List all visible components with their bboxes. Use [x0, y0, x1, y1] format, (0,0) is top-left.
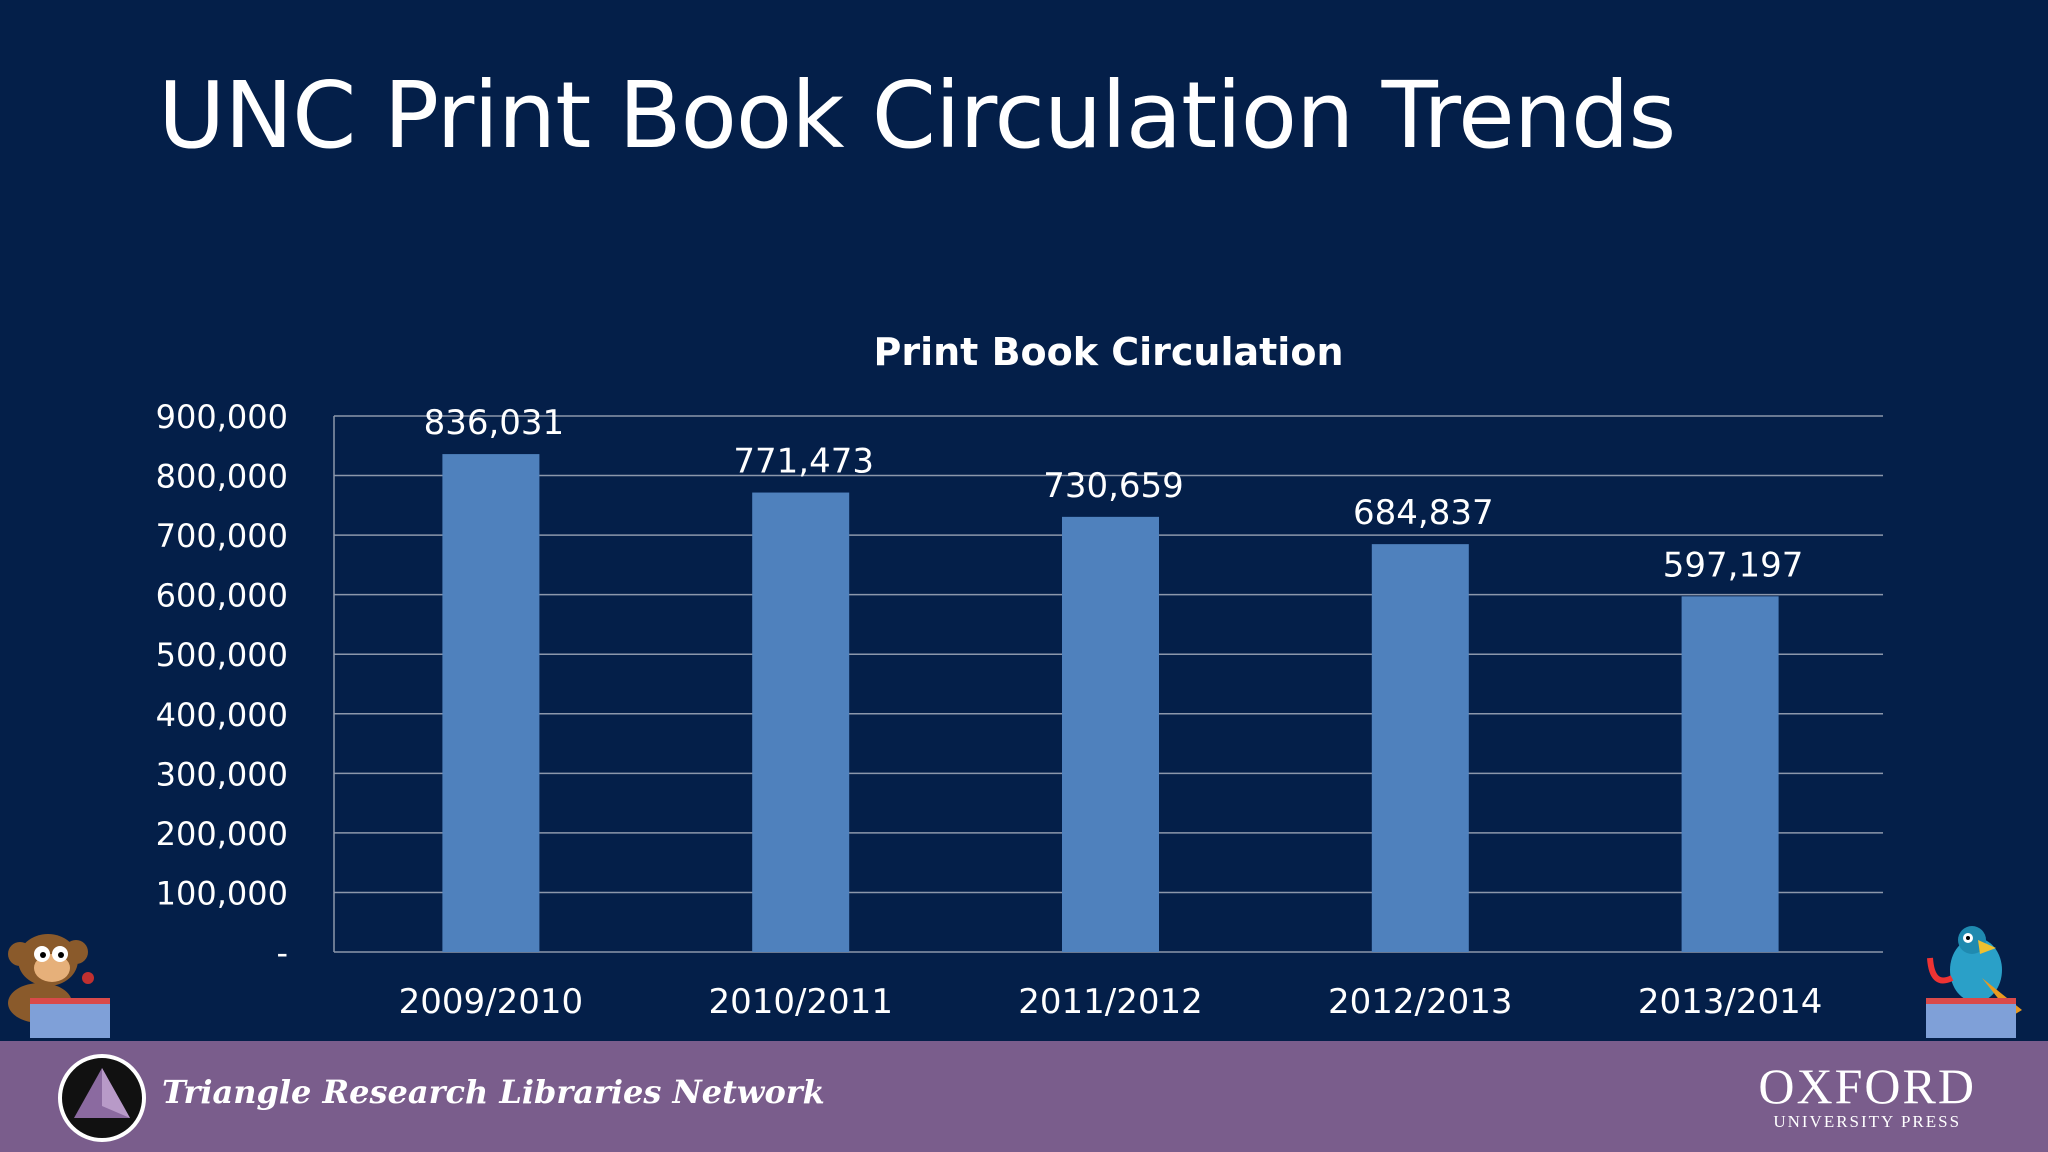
data-label: 597,197 [1663, 545, 1804, 585]
data-label: 836,031 [424, 403, 565, 443]
y-tick-label: 700,000 [156, 517, 288, 555]
monkey-mascot-icon [8, 934, 110, 1038]
y-tick-label: 600,000 [156, 577, 288, 615]
y-tick-label: 500,000 [156, 636, 288, 674]
bar [1371, 544, 1469, 952]
data-label: 730,659 [1043, 466, 1184, 506]
y-tick-label: 800,000 [156, 458, 288, 496]
parrot-mascot-icon [1926, 926, 2022, 1038]
network-name: Triangle Research Libraries Network [162, 1073, 825, 1111]
slide-title: UNC Print Book Circulation Trends [158, 62, 1676, 169]
y-tick-label: 300,000 [156, 755, 288, 793]
x-tick-label: 2012/2013 [1328, 982, 1513, 1022]
oxford-logo: OXFORD UNIVERSITY PRESS [1758, 1061, 1976, 1133]
x-tick-label: 2011/2012 [1018, 982, 1203, 1022]
footer-bar: Triangle Research Libraries Network OXFO… [0, 1041, 2048, 1152]
trln-triangle-logo-icon [58, 1054, 146, 1142]
x-tick-label: 2009/2010 [399, 982, 584, 1022]
y-tick-label: 200,000 [156, 815, 288, 853]
bar [752, 492, 850, 952]
bar [442, 454, 540, 952]
y-tick-label: 100,000 [156, 874, 288, 912]
data-label: 771,473 [733, 442, 874, 482]
x-tick-label: 2010/2011 [708, 982, 893, 1022]
x-tick-label: 2013/2014 [1638, 982, 1823, 1022]
bar-chart: Print Book Circulation - 100,000 200,000 300… [156, 330, 1883, 1022]
chart-title: Print Book Circulation [874, 330, 1344, 374]
bar [1681, 596, 1779, 952]
y-tick-label: 400,000 [156, 696, 288, 734]
y-tick-label: 900,000 [156, 398, 288, 436]
oxford-name: OXFORD [1758, 1058, 1976, 1114]
oxford-subtitle: UNIVERSITY PRESS [1773, 1112, 1962, 1131]
data-label: 684,837 [1353, 493, 1494, 533]
bar [1062, 516, 1159, 952]
y-tick-label: - [276, 934, 288, 972]
